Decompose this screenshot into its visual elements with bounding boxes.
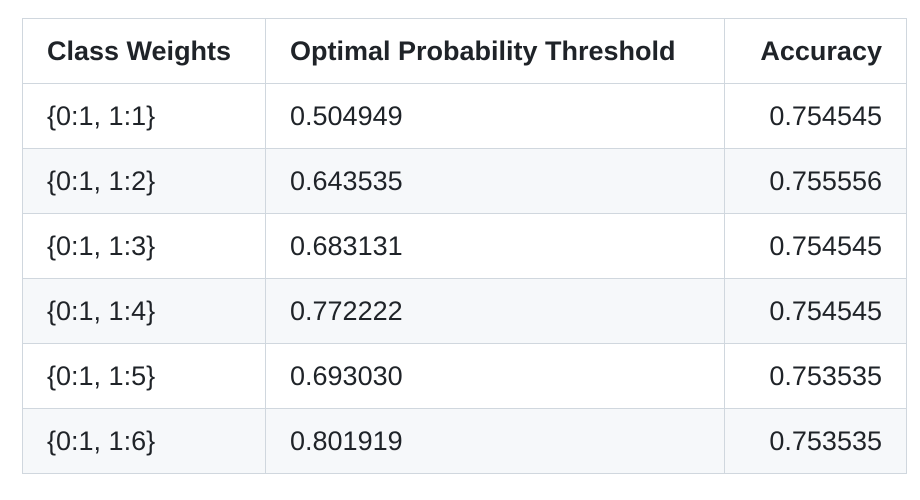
cell-class-weights: {0:1, 1:2} bbox=[22, 148, 266, 214]
cell-accuracy: 0.754545 bbox=[724, 83, 907, 149]
cell-class-weights: {0:1, 1:3} bbox=[22, 213, 266, 279]
column-header-accuracy: Accuracy bbox=[724, 18, 907, 84]
table-row: {0:1, 1:1} 0.504949 0.754545 bbox=[22, 83, 907, 149]
cell-class-weights: {0:1, 1:1} bbox=[22, 83, 266, 149]
column-header-class-weights: Class Weights bbox=[22, 18, 266, 84]
table-row: {0:1, 1:4} 0.772222 0.754545 bbox=[22, 278, 907, 344]
cell-accuracy: 0.754545 bbox=[724, 213, 907, 279]
cell-accuracy: 0.755556 bbox=[724, 148, 907, 214]
table-row: {0:1, 1:3} 0.683131 0.754545 bbox=[22, 213, 907, 279]
cell-threshold: 0.683131 bbox=[265, 213, 725, 279]
cell-class-weights: {0:1, 1:6} bbox=[22, 408, 266, 474]
cell-threshold: 0.772222 bbox=[265, 278, 725, 344]
cell-threshold: 0.801919 bbox=[265, 408, 725, 474]
column-header-optimal-probability-threshold: Optimal Probability Threshold bbox=[265, 18, 725, 84]
cell-threshold: 0.693030 bbox=[265, 343, 725, 409]
cell-accuracy: 0.753535 bbox=[724, 408, 907, 474]
results-table: Class Weights Optimal Probability Thresh… bbox=[22, 18, 907, 474]
cell-class-weights: {0:1, 1:4} bbox=[22, 278, 266, 344]
table-header-row: Class Weights Optimal Probability Thresh… bbox=[22, 18, 907, 84]
cell-threshold: 0.504949 bbox=[265, 83, 725, 149]
table-row: {0:1, 1:2} 0.643535 0.755556 bbox=[22, 148, 907, 214]
table-row: {0:1, 1:5} 0.693030 0.753535 bbox=[22, 343, 907, 409]
cell-threshold: 0.643535 bbox=[265, 148, 725, 214]
cell-accuracy: 0.753535 bbox=[724, 343, 907, 409]
cell-accuracy: 0.754545 bbox=[724, 278, 907, 344]
cell-class-weights: {0:1, 1:5} bbox=[22, 343, 266, 409]
table-row: {0:1, 1:6} 0.801919 0.753535 bbox=[22, 408, 907, 474]
